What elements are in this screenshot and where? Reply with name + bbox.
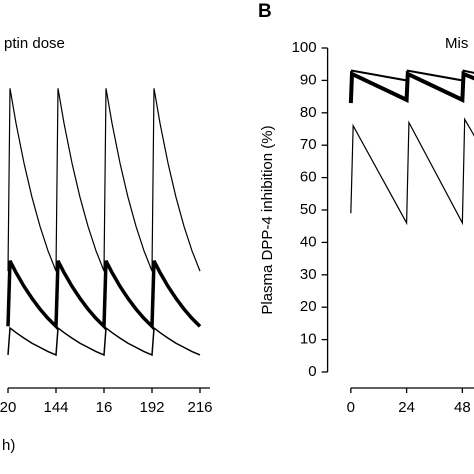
x-tick-label: 48 <box>454 399 471 416</box>
y-tick-label: 20 <box>300 298 317 315</box>
panel-title: Mis <box>445 35 468 52</box>
y-tick-label: 50 <box>300 201 317 218</box>
x-tick-label: 144 <box>43 399 68 416</box>
y-tick-label: 60 <box>300 169 317 186</box>
x-axis-label: h) <box>2 437 15 454</box>
data-line <box>7 326 201 357</box>
y-tick-label: 40 <box>300 233 317 250</box>
x-tick-label: 20 <box>0 399 16 416</box>
data-line <box>350 117 474 226</box>
x-tick-label: 0 <box>347 399 355 416</box>
data-line <box>6 260 202 331</box>
x-tick-label: 216 <box>187 399 212 416</box>
x-tick-label: 16 <box>96 399 113 416</box>
x-tick-label: 192 <box>139 399 164 416</box>
y-tick-label: 70 <box>300 136 317 153</box>
panel-label: B <box>258 1 272 22</box>
y-axis-label: Plasma DPP-4 inhibition (%) <box>259 125 276 314</box>
data-line <box>349 69 474 82</box>
panel-title: ptin dose <box>4 35 65 52</box>
y-tick-label: 80 <box>300 104 317 121</box>
y-tick-label: 0 <box>308 363 316 380</box>
y-tick-label: 90 <box>300 71 317 88</box>
x-tick-label: 24 <box>398 399 415 416</box>
y-tick-label: 30 <box>300 266 317 283</box>
y-tick-label: 100 <box>292 39 317 56</box>
y-tick-label: 10 <box>300 331 317 348</box>
